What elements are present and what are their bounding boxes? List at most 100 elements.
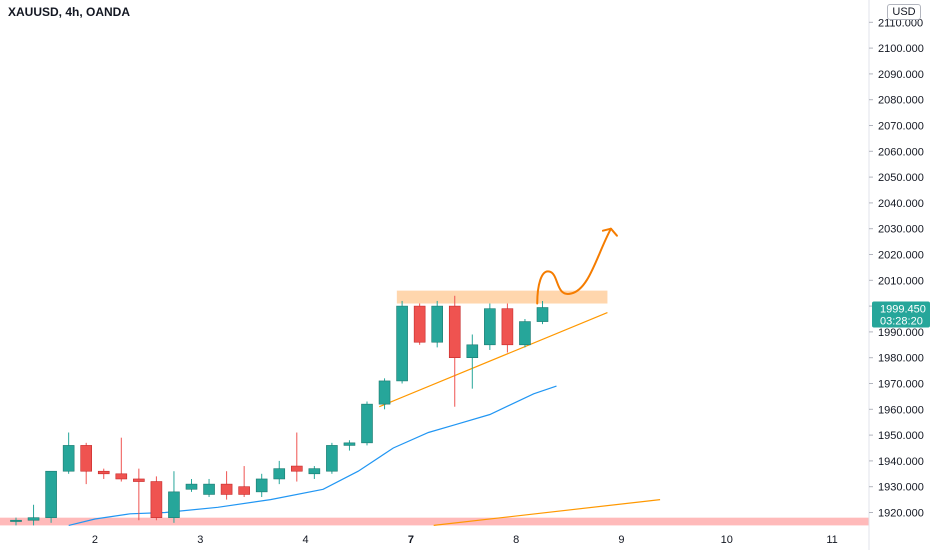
currency-badge[interactable]: USD: [887, 4, 921, 20]
y-axis-label: 1990.000: [878, 327, 924, 339]
candle-body: [133, 478, 145, 482]
y-axis-label: 1950.000: [878, 430, 924, 442]
y-axis-label: 2050.000: [878, 172, 924, 184]
candle-body: [185, 483, 198, 490]
resistance-zone: [396, 290, 608, 304]
projection-arrow-head: [601, 227, 618, 237]
trend-line-upper: [379, 311, 608, 408]
x-axis-label: 3: [197, 534, 203, 546]
candle: [308, 466, 321, 479]
candle: [536, 300, 549, 325]
candle-body: [448, 305, 461, 359]
candle: [185, 478, 198, 492]
y-axis-label: 2080.000: [878, 95, 924, 107]
candle: [361, 401, 373, 446]
candle-body: [10, 519, 22, 522]
y-axis-label: 2040.000: [878, 198, 924, 210]
candle: [62, 432, 75, 474]
projection-arrow: [536, 227, 612, 305]
candle-body: [431, 305, 444, 343]
support-zone: [0, 517, 869, 526]
x-axis-label: 11: [826, 534, 837, 546]
candle-body: [97, 470, 110, 475]
candle: [203, 478, 215, 498]
candle: [484, 303, 496, 350]
candle: [133, 468, 145, 521]
x-axis-label: 9: [618, 534, 624, 546]
candle: [519, 319, 531, 348]
candle-body: [45, 470, 57, 518]
y-axis-label: 2030.000: [878, 224, 924, 236]
y-axis-label: 2010.000: [878, 275, 924, 287]
y-axis-label: 2060.000: [878, 146, 924, 158]
x-axis-label: 4: [303, 534, 309, 546]
candle-body: [484, 308, 496, 346]
candle-body: [168, 491, 180, 518]
candle-body: [150, 481, 163, 518]
bar-countdown: 03:28:20: [880, 316, 923, 328]
candle: [378, 378, 391, 410]
candle-body: [115, 473, 128, 480]
candle: [501, 303, 514, 353]
candle: [220, 471, 233, 500]
candle: [238, 466, 250, 498]
y-axis-label: 1920.000: [878, 508, 924, 520]
candle: [97, 468, 110, 479]
candle: [326, 442, 338, 474]
y-axis-label: 2020.000: [878, 250, 924, 262]
candle: [273, 460, 286, 485]
candle: [150, 476, 163, 521]
candle-body: [203, 483, 215, 495]
candle: [255, 473, 268, 498]
candle: [290, 432, 303, 482]
candle-body: [80, 445, 92, 472]
candle-body: [290, 465, 303, 472]
trend-line-lower: [433, 499, 661, 526]
candle-body: [238, 486, 250, 495]
y-axis-label: 1980.000: [878, 353, 924, 365]
x-axis-label: 8: [513, 534, 519, 546]
candle-body: [62, 445, 75, 472]
y-axis-label: 1970.000: [878, 379, 924, 391]
candle: [466, 334, 479, 389]
candle-body: [396, 305, 408, 382]
y-axis-label: 1960.000: [878, 404, 924, 416]
y-axis-label: 2110.000: [878, 17, 923, 29]
symbol-title: XAUUSD, 4h, OANDA: [8, 5, 131, 19]
candle-body: [519, 321, 531, 346]
last-price-tag: 1999.450 03:28:20: [872, 301, 930, 328]
candle: [27, 504, 40, 526]
candle-body: [413, 305, 426, 343]
candle: [396, 300, 408, 384]
candle: [448, 295, 461, 407]
candle-body: [501, 308, 514, 346]
y-axis-label: 2070.000: [878, 121, 924, 133]
last-price-value: 1999.450: [880, 304, 926, 316]
y-axis-label: 2090.000: [878, 69, 924, 81]
candle-body: [255, 478, 268, 493]
candle: [45, 470, 57, 523]
candle: [168, 471, 180, 523]
candle-body: [343, 442, 356, 446]
candle-body: [220, 483, 233, 495]
y-axis-label: 2100.000: [878, 43, 924, 55]
candle: [343, 440, 356, 451]
y-axis-label: 1930.000: [878, 482, 924, 494]
moving-average-line: [68, 385, 557, 526]
candle-body: [27, 517, 40, 521]
x-axis-label: 7: [408, 534, 414, 546]
candle-body: [361, 403, 373, 444]
candle-body: [326, 445, 338, 472]
candle: [431, 300, 444, 348]
candle: [413, 303, 426, 345]
y-axis-label: 1940.000: [878, 456, 924, 468]
plot-background: [0, 0, 869, 550]
candle-body: [378, 380, 391, 405]
candle: [115, 437, 128, 482]
candle-body: [308, 468, 321, 475]
candle: [80, 442, 92, 485]
x-axis-label: 10: [721, 534, 733, 546]
x-axis-label: 2: [92, 534, 98, 546]
candle-body: [536, 307, 549, 322]
